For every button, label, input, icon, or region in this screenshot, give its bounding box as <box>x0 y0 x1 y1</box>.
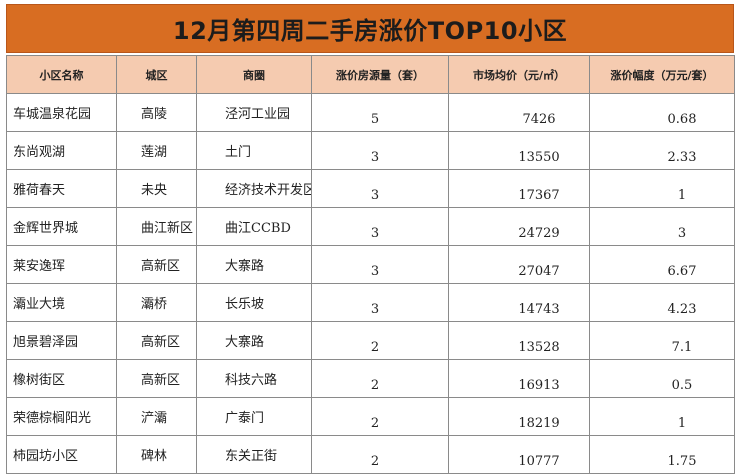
cell-district: 高陵 <box>116 93 197 132</box>
cell-business-area: 长乐坡 <box>196 283 312 322</box>
cell-avg-price: 13550 <box>448 131 590 170</box>
cell-business-area: 土门 <box>196 131 312 170</box>
cell-avg-price: 13528 <box>448 321 590 360</box>
cell-avg-price: 16913 <box>448 359 590 398</box>
cell-community: 莱安逸珲 <box>6 245 117 284</box>
cell-price-rise: 4.23 <box>589 283 735 322</box>
cell-price-rise: 0.68 <box>589 93 735 132</box>
cell-price-rise: 6.67 <box>589 245 735 284</box>
cell-business-area: 科技六路 <box>196 359 312 398</box>
table-row: 橡树街区 高新区 科技六路 2 16913 0.5 <box>6 359 735 398</box>
cell-listing-count: 2 <box>311 397 449 436</box>
cell-business-area: 东关正街 <box>196 435 312 474</box>
cell-price-rise: 0.5 <box>589 359 735 398</box>
cell-business-area: 广泰门 <box>196 397 312 436</box>
table-row: 雅荷春天 未央 经济技术开发区 3 17367 1 <box>6 169 735 208</box>
cell-price-rise: 1.75 <box>589 435 735 474</box>
cell-district: 未央 <box>116 169 197 208</box>
cell-district: 曲江新区 <box>116 207 197 246</box>
table-row: 金辉世界城 曲江新区 曲江CCBD 3 24729 3 <box>6 207 735 246</box>
cell-business-area: 大寨路 <box>196 245 312 284</box>
cell-price-rise: 1 <box>589 397 735 436</box>
title-bar: 12月第四周二手房涨价TOP10小区 <box>6 4 734 53</box>
cell-district: 高新区 <box>116 359 197 398</box>
cell-listing-count: 3 <box>311 207 449 246</box>
cell-avg-price: 18219 <box>448 397 590 436</box>
cell-district: 高新区 <box>116 245 197 284</box>
table-title: 12月第四周二手房涨价TOP10小区 <box>172 17 568 45</box>
cell-community: 荣德棕榈阳光 <box>6 397 117 436</box>
cell-listing-count: 3 <box>311 283 449 322</box>
cell-avg-price: 27047 <box>448 245 590 284</box>
header-listing-count: 涨价房源量（套） <box>311 55 449 94</box>
cell-price-rise: 7.1 <box>589 321 735 360</box>
cell-business-area: 经济技术开发区 <box>196 169 312 208</box>
cell-avg-price: 7426 <box>448 93 590 132</box>
cell-listing-count: 3 <box>311 169 449 208</box>
cell-listing-count: 2 <box>311 321 449 360</box>
cell-district: 碑林 <box>116 435 197 474</box>
cell-district: 灞桥 <box>116 283 197 322</box>
cell-listing-count: 5 <box>311 93 449 132</box>
cell-community: 灞业大境 <box>6 283 117 322</box>
cell-community: 雅荷春天 <box>6 169 117 208</box>
cell-community: 旭景碧泽园 <box>6 321 117 360</box>
cell-business-area: 大寨路 <box>196 321 312 360</box>
cell-listing-count: 3 <box>311 131 449 170</box>
cell-business-area: 曲江CCBD <box>196 207 312 246</box>
cell-listing-count: 3 <box>311 245 449 284</box>
cell-listing-count: 2 <box>311 359 449 398</box>
cell-avg-price: 10777 <box>448 435 590 474</box>
cell-community: 东尚观湖 <box>6 131 117 170</box>
table-row: 旭景碧泽园 高新区 大寨路 2 13528 7.1 <box>6 321 735 360</box>
header-business-area: 商圈 <box>196 55 312 94</box>
header-row: 小区名称 城区 商圈 涨价房源量（套） 市场均价（元/㎡） 涨价幅度（万元/套） <box>6 55 735 94</box>
cell-community: 橡树街区 <box>6 359 117 398</box>
cell-community: 车城温泉花园 <box>6 93 117 132</box>
cell-community: 柿园坊小区 <box>6 435 117 474</box>
cell-price-rise: 3 <box>589 207 735 246</box>
cell-district: 莲湖 <box>116 131 197 170</box>
price-rise-table: 小区名称 城区 商圈 涨价房源量（套） 市场均价（元/㎡） 涨价幅度（万元/套）… <box>6 55 735 474</box>
header-price-rise: 涨价幅度（万元/套） <box>589 55 735 94</box>
header-district: 城区 <box>116 55 197 94</box>
cell-price-rise: 1 <box>589 169 735 208</box>
cell-community: 金辉世界城 <box>6 207 117 246</box>
table-row: 东尚观湖 莲湖 土门 3 13550 2.33 <box>6 131 735 170</box>
table-row: 灞业大境 灞桥 长乐坡 3 14743 4.23 <box>6 283 735 322</box>
header-avg-price: 市场均价（元/㎡） <box>448 55 590 94</box>
cell-business-area: 泾河工业园 <box>196 93 312 132</box>
table-row: 莱安逸珲 高新区 大寨路 3 27047 6.67 <box>6 245 735 284</box>
table-row: 柿园坊小区 碑林 东关正街 2 10777 1.75 <box>6 435 735 474</box>
cell-avg-price: 24729 <box>448 207 590 246</box>
table-row: 车城温泉花园 高陵 泾河工业园 5 7426 0.68 <box>6 93 735 132</box>
table-row: 荣德棕榈阳光 浐灞 广泰门 2 18219 1 <box>6 397 735 436</box>
cell-district: 高新区 <box>116 321 197 360</box>
cell-price-rise: 2.33 <box>589 131 735 170</box>
cell-listing-count: 2 <box>311 435 449 474</box>
cell-avg-price: 14743 <box>448 283 590 322</box>
cell-avg-price: 17367 <box>448 169 590 208</box>
cell-district: 浐灞 <box>116 397 197 436</box>
header-community: 小区名称 <box>6 55 117 94</box>
